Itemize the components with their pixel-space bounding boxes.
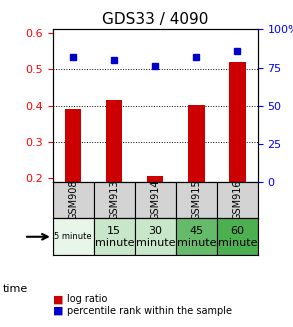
Text: log ratio: log ratio bbox=[67, 294, 108, 304]
FancyBboxPatch shape bbox=[217, 182, 258, 218]
Text: 60
minute: 60 minute bbox=[218, 226, 257, 248]
Text: 5 minute: 5 minute bbox=[54, 232, 92, 241]
Text: time: time bbox=[3, 284, 28, 294]
Text: GSM914: GSM914 bbox=[150, 180, 160, 220]
Text: ■: ■ bbox=[53, 306, 63, 316]
FancyBboxPatch shape bbox=[53, 182, 94, 218]
FancyBboxPatch shape bbox=[94, 218, 135, 255]
FancyBboxPatch shape bbox=[176, 218, 217, 255]
Text: GSM908: GSM908 bbox=[68, 180, 78, 220]
Text: GSM913: GSM913 bbox=[109, 180, 119, 220]
Bar bbox=[229, 62, 246, 251]
Title: GDS33 / 4090: GDS33 / 4090 bbox=[102, 12, 209, 27]
Text: 15
minute: 15 minute bbox=[95, 226, 134, 248]
Text: 30
minute: 30 minute bbox=[136, 226, 175, 248]
FancyBboxPatch shape bbox=[217, 218, 258, 255]
FancyBboxPatch shape bbox=[135, 182, 176, 218]
FancyBboxPatch shape bbox=[135, 218, 176, 255]
Bar bbox=[147, 177, 163, 251]
Text: GSM915: GSM915 bbox=[191, 180, 201, 220]
Bar bbox=[106, 100, 122, 251]
Bar bbox=[188, 105, 205, 251]
FancyBboxPatch shape bbox=[53, 218, 94, 255]
Text: GSM916: GSM916 bbox=[232, 180, 242, 220]
Text: percentile rank within the sample: percentile rank within the sample bbox=[67, 306, 232, 316]
Text: 45
minute: 45 minute bbox=[177, 226, 216, 248]
Bar bbox=[65, 109, 81, 251]
Text: ■: ■ bbox=[53, 294, 63, 304]
FancyBboxPatch shape bbox=[176, 182, 217, 218]
FancyBboxPatch shape bbox=[94, 182, 135, 218]
